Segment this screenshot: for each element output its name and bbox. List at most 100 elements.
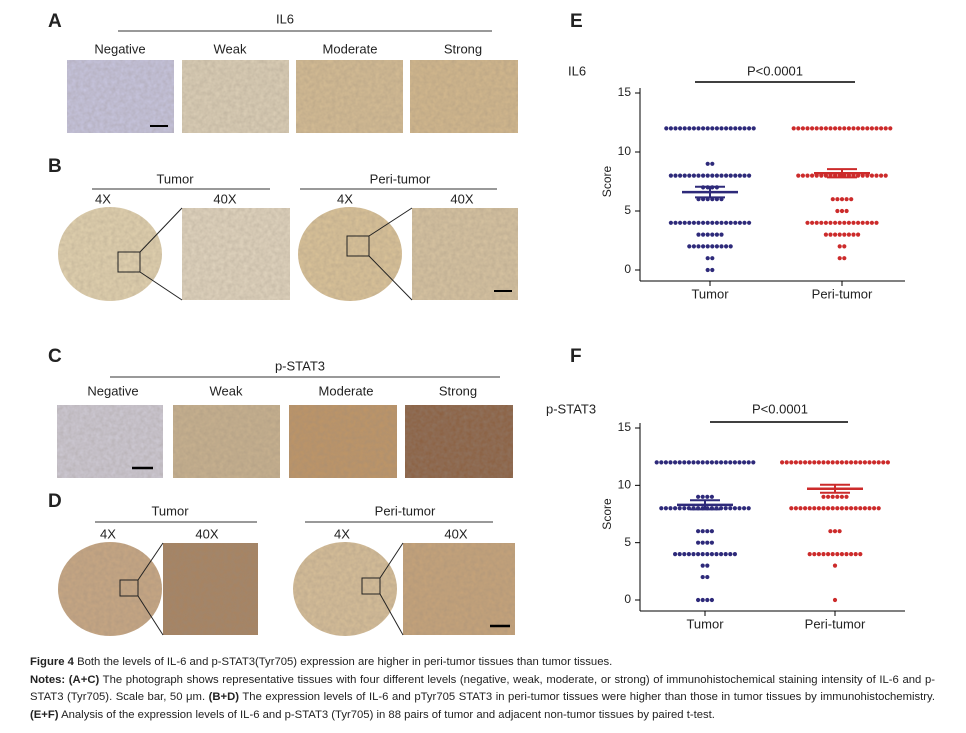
dot [732,506,738,511]
dot [819,126,824,131]
dot [846,126,852,131]
dot [821,506,826,511]
dot [723,552,728,557]
dot [700,529,705,534]
dot [691,552,696,557]
dot [874,126,879,131]
dot [839,552,845,557]
dot [742,506,747,511]
dot [837,232,842,237]
dot [686,552,692,557]
magnification: 4X [337,191,353,206]
micrographs [67,60,518,133]
annotation: P<0.0001 [752,401,808,416]
dot [860,173,865,178]
dot [673,460,678,465]
dot [710,173,715,178]
dot [876,460,881,465]
dot [737,460,742,465]
dot [723,460,728,465]
dot [819,173,824,178]
dot [867,460,872,465]
dot [732,460,738,465]
dot [737,126,743,131]
dot [696,244,701,249]
dot [789,506,794,511]
micrograph [67,60,174,133]
micrographs [58,207,518,301]
caption-title: Figure 4 Both the levels of IL-6 and p-S… [30,654,935,672]
dot [853,506,858,511]
dot [719,244,724,249]
dot [812,506,817,511]
magnification: 40X [213,191,236,206]
dot [793,506,799,511]
dot [709,529,715,534]
dot [816,460,822,465]
dot [816,506,822,511]
y-tick-label: 15 [618,85,632,99]
dot [876,506,881,511]
micrographs [58,542,515,636]
note-text: Notes: [30,673,69,686]
dot [879,126,884,131]
y-axis-label: Score [600,166,614,198]
dot [696,126,701,131]
dot [826,494,831,499]
dot [728,244,733,249]
dot [746,460,751,465]
dot [812,552,817,557]
dot [837,256,842,261]
dot [696,529,701,534]
dot [832,597,838,603]
dot [659,460,664,465]
dot [844,552,849,557]
dot [705,529,710,534]
x-tick-label: Peri-tumor [805,616,866,631]
dot [701,173,706,178]
dot [874,173,879,178]
dot [872,460,877,465]
level: Weak [214,41,247,56]
dot [673,506,678,511]
dot [839,208,845,214]
dot [807,460,812,465]
caption-notes: Notes: (A+C) The photograph shows repres… [30,672,935,725]
dot [654,460,659,465]
dot [678,220,683,225]
dot [687,244,692,249]
dot [858,460,863,465]
dot [668,126,674,131]
dot [696,597,701,603]
dot [696,494,701,499]
dot [691,244,697,249]
dot [686,460,692,465]
dot [796,126,801,131]
dot [807,506,812,511]
dot [751,460,756,465]
dot [682,460,687,465]
dot [682,220,687,225]
dot [742,173,747,178]
dot [821,552,826,557]
dot [705,267,710,273]
micrograph [403,543,515,635]
dot [835,506,840,511]
dot [710,220,715,225]
dot [710,126,715,131]
dot [687,220,692,225]
dot [832,529,838,534]
dot [677,460,682,465]
dot [687,173,692,178]
dot [784,460,789,465]
dot [677,552,682,557]
level: Moderate [319,383,374,398]
dot [668,173,674,178]
dot [709,552,715,557]
dot [709,597,715,603]
micrograph [289,405,397,478]
level: Strong [439,383,477,398]
dot [821,460,826,465]
dot [724,244,729,249]
dot [837,126,842,131]
